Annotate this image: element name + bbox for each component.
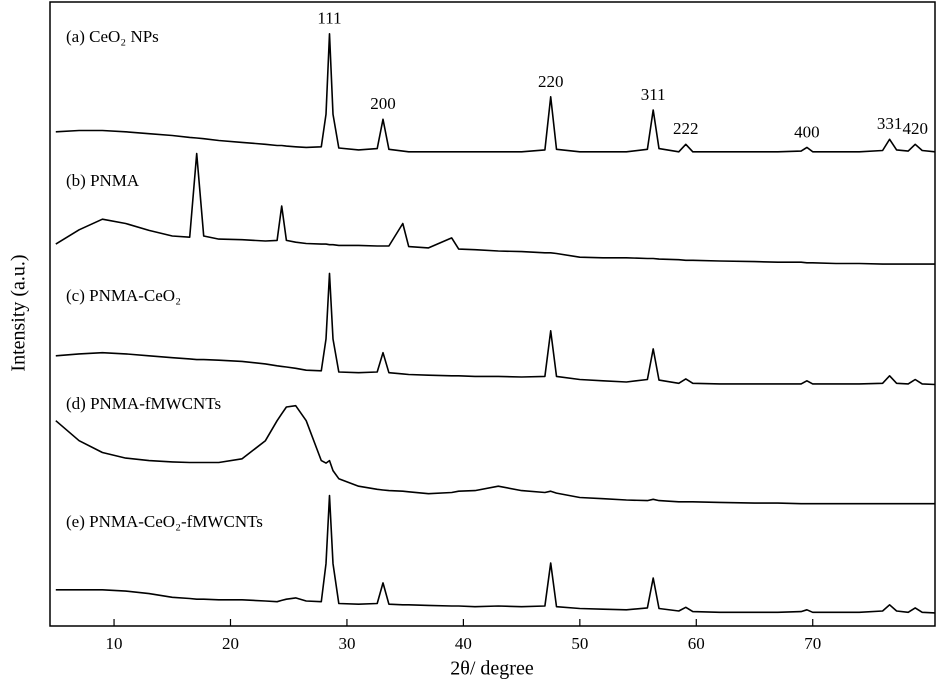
- series-label: (b) PNMA: [66, 171, 140, 190]
- x-axis-label: 2θ/ degree: [450, 658, 534, 680]
- x-tick-label: 40: [455, 634, 472, 653]
- x-tick-label: 60: [688, 634, 705, 653]
- x-tick-label: 50: [571, 634, 588, 653]
- xrd-trace: [55, 152, 935, 265]
- y-axis-label: Intensity (a.u.): [8, 254, 30, 371]
- series-label: (e) PNMA-CeO₂-fMWCNTs: [66, 512, 263, 531]
- xrd-trace: [55, 494, 936, 614]
- peak-label: 220: [538, 72, 564, 91]
- peak-label: 222: [673, 119, 699, 138]
- peak-label: 111: [317, 9, 341, 28]
- xrd-trace: [55, 33, 936, 153]
- peak-label: 400: [794, 122, 820, 141]
- x-tick-label: 30: [338, 634, 355, 653]
- peak-label: 420: [902, 119, 928, 138]
- xrd-trace: [55, 404, 935, 505]
- plot-frame: [49, 1, 936, 627]
- series-label: (d) PNMA-fMWCNTs: [66, 394, 221, 413]
- x-tick-label: 70: [804, 634, 821, 653]
- x-tick-label: 20: [222, 634, 239, 653]
- peak-label: 331: [877, 114, 903, 133]
- xrd-trace: [55, 272, 936, 386]
- series-label: (c) PNMA-CeO₂: [66, 286, 181, 305]
- peak-label: 200: [370, 94, 396, 113]
- x-tick-label: 10: [106, 634, 123, 653]
- series-label: (a) CeO₂ NPs: [66, 27, 159, 46]
- peak-label: 311: [641, 85, 666, 104]
